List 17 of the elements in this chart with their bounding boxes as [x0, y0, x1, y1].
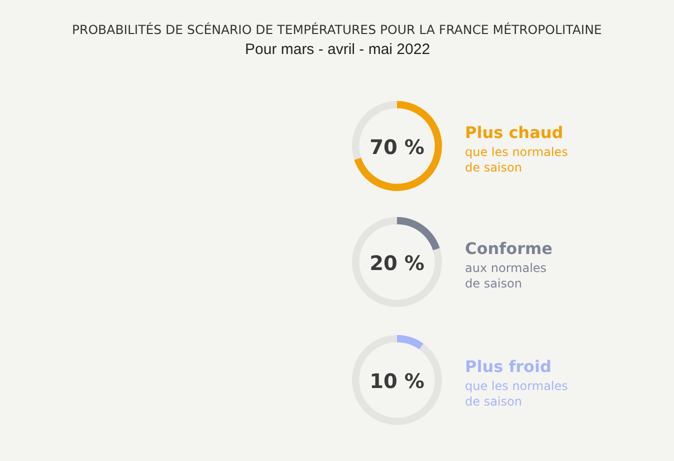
donut-slice — [352, 101, 397, 160]
donut-slice — [354, 101, 442, 191]
text: Pour mars - avril - mai 2022 — [245, 41, 430, 58]
text: 10 % — [370, 369, 424, 393]
donut-slice — [352, 217, 442, 307]
text: que les normales de saison — [465, 145, 568, 175]
text: PROBABILITÉS DE SCÉNARIO DE TEMPÉRATURES POUR LA FRANCE MÉTROPOLITAINE — [72, 22, 602, 37]
text: Plus chaud — [465, 123, 564, 142]
text: Plus froid — [465, 357, 552, 376]
text: 20 % — [370, 251, 424, 275]
text: 70 % — [370, 135, 424, 159]
donut-slice — [397, 335, 424, 350]
text: que les normales de saison — [465, 379, 568, 409]
donut-slice — [397, 217, 440, 250]
donut-slice — [352, 335, 442, 425]
text: aux normales de saison — [465, 261, 547, 291]
text: Conforme — [465, 239, 553, 258]
